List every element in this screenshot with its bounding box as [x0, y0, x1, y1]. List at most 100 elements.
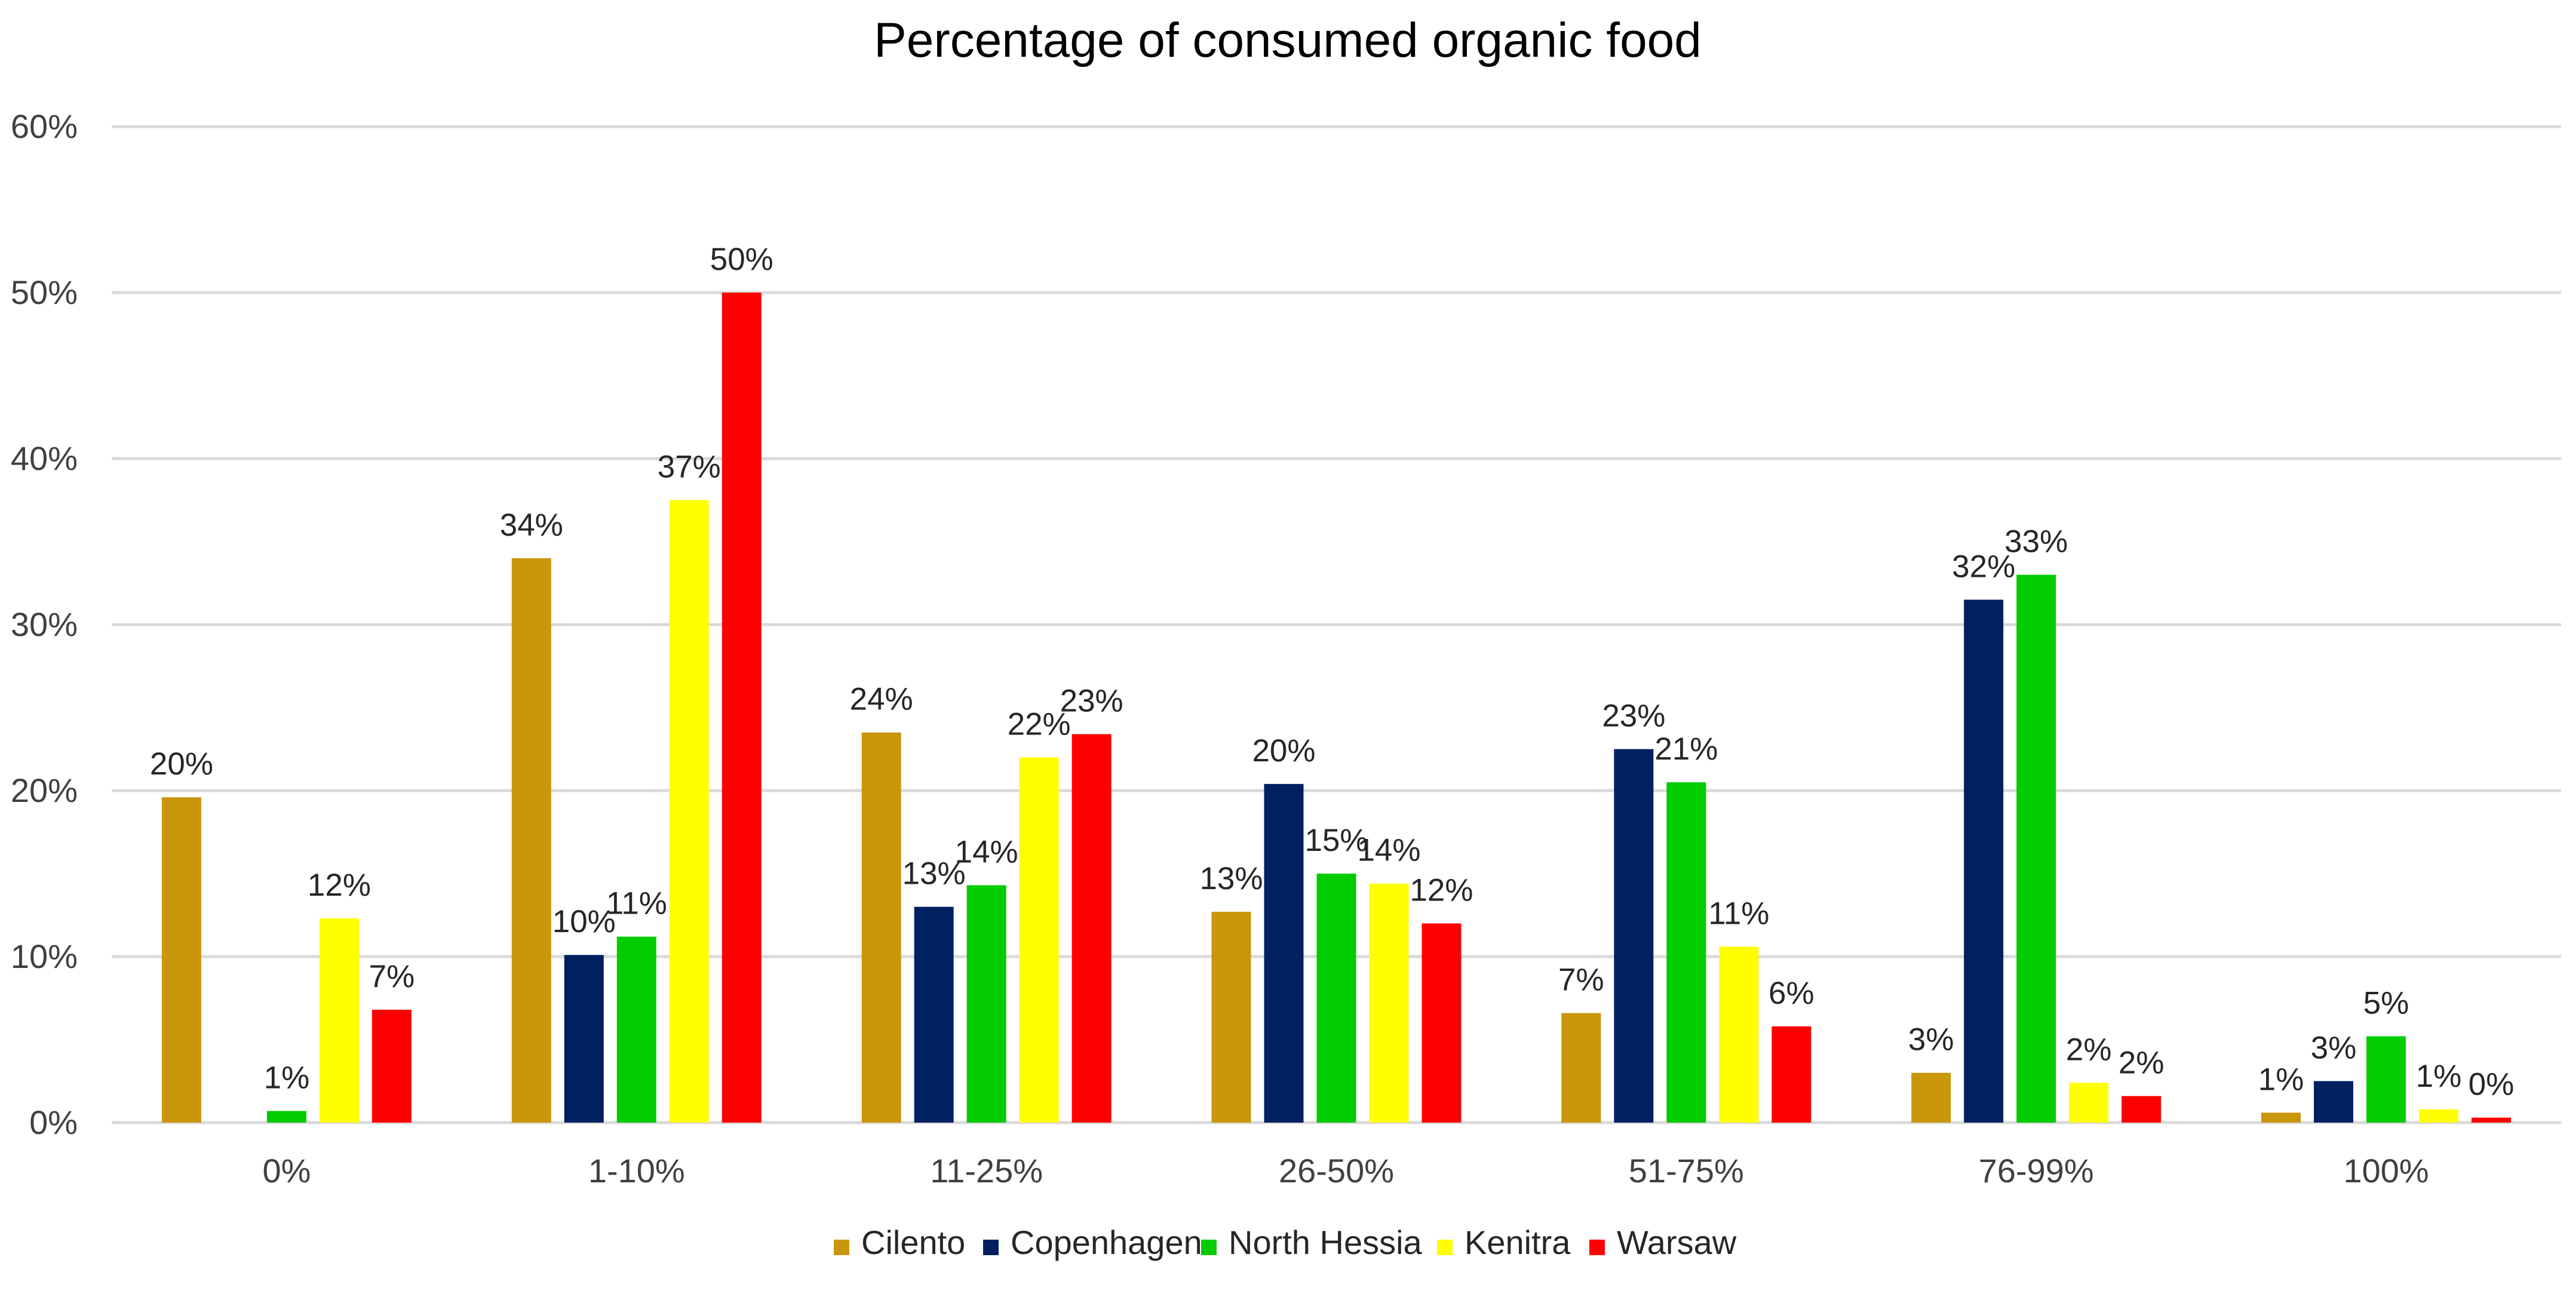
bar-kenitra-26-50% [1369, 883, 1409, 1123]
x-tick-label: 26-50% [1279, 1152, 1394, 1189]
data-labels: 20%1%12%7%34%10%11%37%50%24%13%14%22%23%… [150, 242, 2514, 1102]
bar-kenitra-0% [319, 918, 359, 1123]
y-tick-label: 0% [29, 1104, 78, 1141]
bar-north-hessia-76-99% [2016, 574, 2056, 1123]
bar-cilento-11-25% [861, 732, 901, 1123]
data-label: 7% [1558, 963, 1604, 998]
bar-warsaw-1-10% [721, 293, 762, 1123]
data-label: 34% [500, 508, 563, 543]
legend: Cilento Copenhagen North Hessia Kenitra Wars… [834, 1224, 1737, 1261]
bar-warsaw-100% [2471, 1117, 2511, 1123]
legend-swatch [983, 1240, 999, 1255]
legend-label: Cilento [861, 1224, 965, 1261]
x-axis-ticks: 0% 1-10% 11-25% 26-50% 51-75% 76-99% 100% [262, 1152, 2428, 1189]
legend-label: Warsaw [1617, 1224, 1737, 1261]
data-label: 14% [955, 834, 1018, 869]
data-label: 14% [1357, 833, 1420, 868]
bar-kenitra-11-25% [1019, 757, 1059, 1123]
bar-cilento-76-99% [1911, 1072, 1951, 1123]
bar-warsaw-0% [371, 1009, 412, 1123]
data-label: 3% [2311, 1031, 2357, 1066]
y-tick-label: 60% [11, 107, 78, 145]
bar-copenhagen-1-10% [564, 955, 604, 1123]
x-tick-label: 0% [262, 1152, 311, 1189]
y-tick-label: 10% [11, 937, 78, 975]
legend-item-kenitra: Kenitra [1437, 1224, 1571, 1261]
bar-kenitra-76-99% [2069, 1083, 2109, 1123]
legend-swatch [834, 1240, 849, 1255]
x-tick-label: 76-99% [1979, 1152, 2094, 1189]
bar-north-hessia-100% [2366, 1036, 2406, 1123]
data-label: 20% [1252, 733, 1315, 769]
data-label: 15% [1304, 823, 1368, 858]
data-label: 1% [2416, 1059, 2462, 1094]
y-tick-label: 40% [11, 439, 78, 477]
bar-cilento-1-10% [511, 558, 551, 1123]
legend-item-warsaw: Warsaw [1589, 1224, 1737, 1261]
bar-north-hessia-26-50% [1316, 874, 1356, 1123]
bar-kenitra-51-75% [1719, 946, 1759, 1123]
legend-item-cilento: Cilento [834, 1224, 965, 1261]
bar-kenitra-100% [2419, 1109, 2459, 1123]
bar-cilento-0% [161, 797, 201, 1123]
data-label: 12% [1410, 872, 1473, 908]
data-label: 23% [1602, 699, 1665, 734]
bar-cilento-51-75% [1561, 1013, 1601, 1123]
data-label: 11% [1708, 896, 1769, 931]
data-label: 0% [2468, 1067, 2514, 1102]
legend-swatch [1201, 1240, 1217, 1255]
data-label: 21% [1654, 731, 1718, 767]
bar-warsaw-76-99% [2121, 1096, 2161, 1123]
legend-item-north-hessia: North Hessia [1201, 1224, 1423, 1261]
data-label: 10% [552, 904, 616, 939]
x-tick-label: 11-25% [930, 1152, 1043, 1189]
bar-warsaw-11-25% [1071, 734, 1112, 1123]
legend-label: Kenitra [1464, 1224, 1571, 1261]
data-label: 33% [2004, 524, 2068, 560]
bar-kenitra-1-10% [669, 500, 709, 1123]
data-label: 37% [658, 450, 721, 485]
bars [161, 293, 2511, 1123]
data-label: 32% [1952, 549, 2015, 584]
bar-copenhagen-76-99% [1964, 600, 2004, 1123]
y-tick-label: 50% [11, 273, 78, 311]
data-label: 20% [150, 746, 213, 782]
data-label: 24% [850, 682, 913, 717]
x-tick-label: 100% [2343, 1152, 2428, 1189]
data-label: 13% [1199, 861, 1263, 896]
bar-north-hessia-11-25% [966, 885, 1006, 1123]
bar-copenhagen-26-50% [1264, 783, 1304, 1123]
data-label: 3% [1908, 1022, 1954, 1058]
legend-swatch [1589, 1240, 1605, 1255]
bar-warsaw-26-50% [1421, 923, 1462, 1123]
bar-warsaw-51-75% [1771, 1026, 1812, 1123]
bar-copenhagen-100% [2314, 1081, 2354, 1123]
bar-north-hessia-1-10% [616, 936, 656, 1123]
data-label: 13% [902, 856, 966, 892]
data-label: 2% [2118, 1046, 2164, 1081]
data-label: 1% [2258, 1062, 2304, 1097]
data-label: 22% [1008, 706, 1071, 742]
bar-copenhagen-51-75% [1614, 749, 1654, 1123]
bar-cilento-26-50% [1211, 911, 1251, 1123]
y-tick-label: 30% [11, 605, 78, 643]
data-label: 7% [369, 959, 415, 994]
legend-label: Copenhagen [1011, 1224, 1202, 1261]
x-tick-label: 51-75% [1629, 1152, 1744, 1189]
legend-swatch [1437, 1240, 1453, 1255]
data-label: 6% [1768, 976, 1814, 1011]
legend-label: North Hessia [1229, 1224, 1423, 1261]
bar-cilento-100% [2261, 1112, 2301, 1123]
legend-item-copenhagen: Copenhagen [983, 1224, 1202, 1261]
data-label: 11% [606, 886, 667, 921]
bar-copenhagen-11-25% [914, 906, 954, 1123]
data-label: 23% [1060, 683, 1123, 718]
y-axis-ticks: 0% 10% 20% 30% 40% 50% 60% [11, 107, 78, 1141]
bar-north-hessia-51-75% [1666, 782, 1706, 1123]
data-label: 5% [2363, 985, 2409, 1020]
y-tick-label: 20% [11, 771, 78, 809]
data-label: 1% [264, 1061, 310, 1096]
data-label: 50% [710, 242, 773, 277]
